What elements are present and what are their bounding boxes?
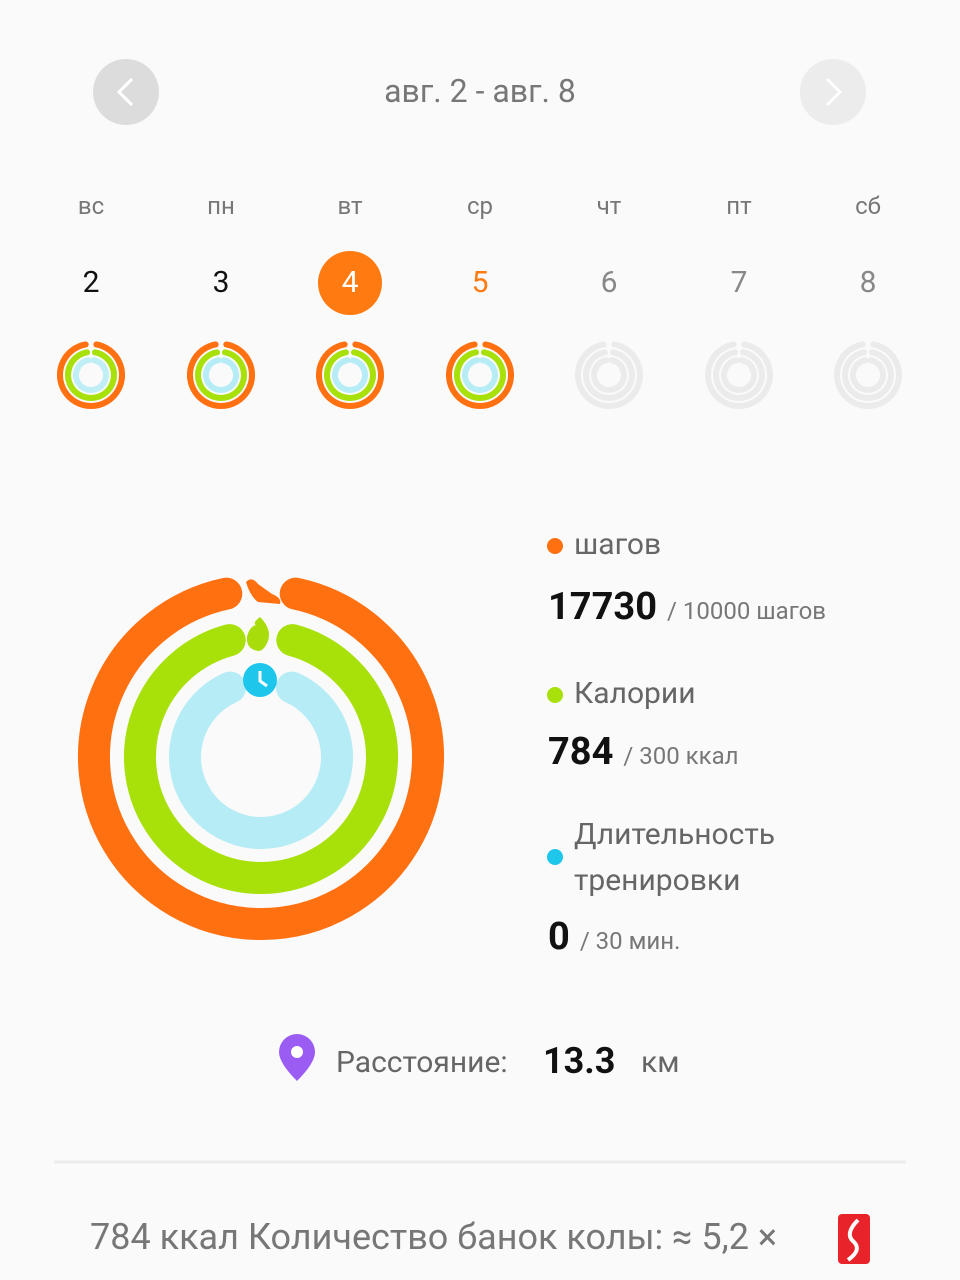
date-label[interactable]: 6 [600,265,618,300]
metric-dot [547,538,563,554]
pin-hole [291,1046,303,1058]
date-label[interactable]: 8 [859,265,877,300]
day-ring-track [721,357,757,393]
day-ring-track [73,357,109,393]
flame-icon [246,617,269,651]
day-ring-track [583,349,635,401]
distance-label: Расстояние: [336,1045,508,1080]
metric-value: 17730 [548,585,658,629]
metric-value: 784 [548,730,614,774]
day-ring-track [713,349,765,401]
day-ring-track [591,357,627,393]
weekday-label: пн [207,192,235,220]
day-ring-track [842,349,894,401]
cola-stripe [846,1218,860,1262]
weekday-label: пт [726,192,752,220]
metric-label: Длительность тренировки [574,817,776,898]
metric-value: 0 [548,915,570,959]
metric-dot [547,687,563,703]
calories-ring [124,624,398,894]
distance-value: 13.3 [543,1040,616,1082]
weekday-label: вс [77,192,105,220]
date-label[interactable]: 3 [212,265,230,300]
day-ring-track [454,349,506,401]
day-ring-track [462,357,498,393]
rings [57,341,902,940]
day-ring [65,349,117,401]
next-chevron [825,77,843,107]
metric-row: 17730 / 10000 шагов [548,585,826,629]
metric-goal: / 10000 шагов [667,597,826,625]
metric-row: 0 / 30 мин. [548,915,680,959]
metric-label: Калории [574,676,696,711]
metric-goal: / 30 мин. [579,927,681,955]
day-ring [57,341,125,409]
day-ring [187,341,255,409]
day-ring-track [446,341,514,409]
date-label[interactable]: 7 [730,265,748,300]
clock-hands [258,671,268,688]
prev-chevron [116,77,134,107]
day-ring-track [850,357,886,393]
day-ring-track [195,349,247,401]
date-label[interactable]: 5 [471,265,489,300]
metric-goal: / 300 ккал [623,742,739,770]
day-ring-track [575,341,643,409]
cola-text: 784 ккал Количество банок колы: ≈ 5,2 × [90,1216,778,1258]
shoe-icon [246,579,281,604]
weekday-label: чт [596,192,622,220]
weekday-label: вт [337,192,363,220]
day-ring-track [324,349,376,401]
metric-dot [547,849,563,865]
icons [54,579,906,1264]
date-label[interactable]: 2 [82,265,100,300]
day-ring-track [332,357,368,393]
weekday-label: сб [855,192,881,220]
date-label[interactable]: 4 [341,265,359,300]
steps-ring [78,577,444,940]
selected-day-bg [318,251,382,315]
day-ring-track [705,341,773,409]
distance-unit: км [641,1045,680,1080]
day-ring-track [203,357,239,393]
date-range: авг. 2 - авг. 8 [384,72,576,110]
prev-button[interactable] [93,59,159,125]
metric-label: шагов [574,527,662,562]
cola-can-icon [838,1214,870,1264]
next-button[interactable] [800,59,866,125]
weekday-label: ср [466,192,494,220]
duration-ring [169,671,353,849]
day-ring-track [834,341,902,409]
day-ring-track [316,341,384,409]
metric-row: 784 / 300 ккал [548,730,739,774]
